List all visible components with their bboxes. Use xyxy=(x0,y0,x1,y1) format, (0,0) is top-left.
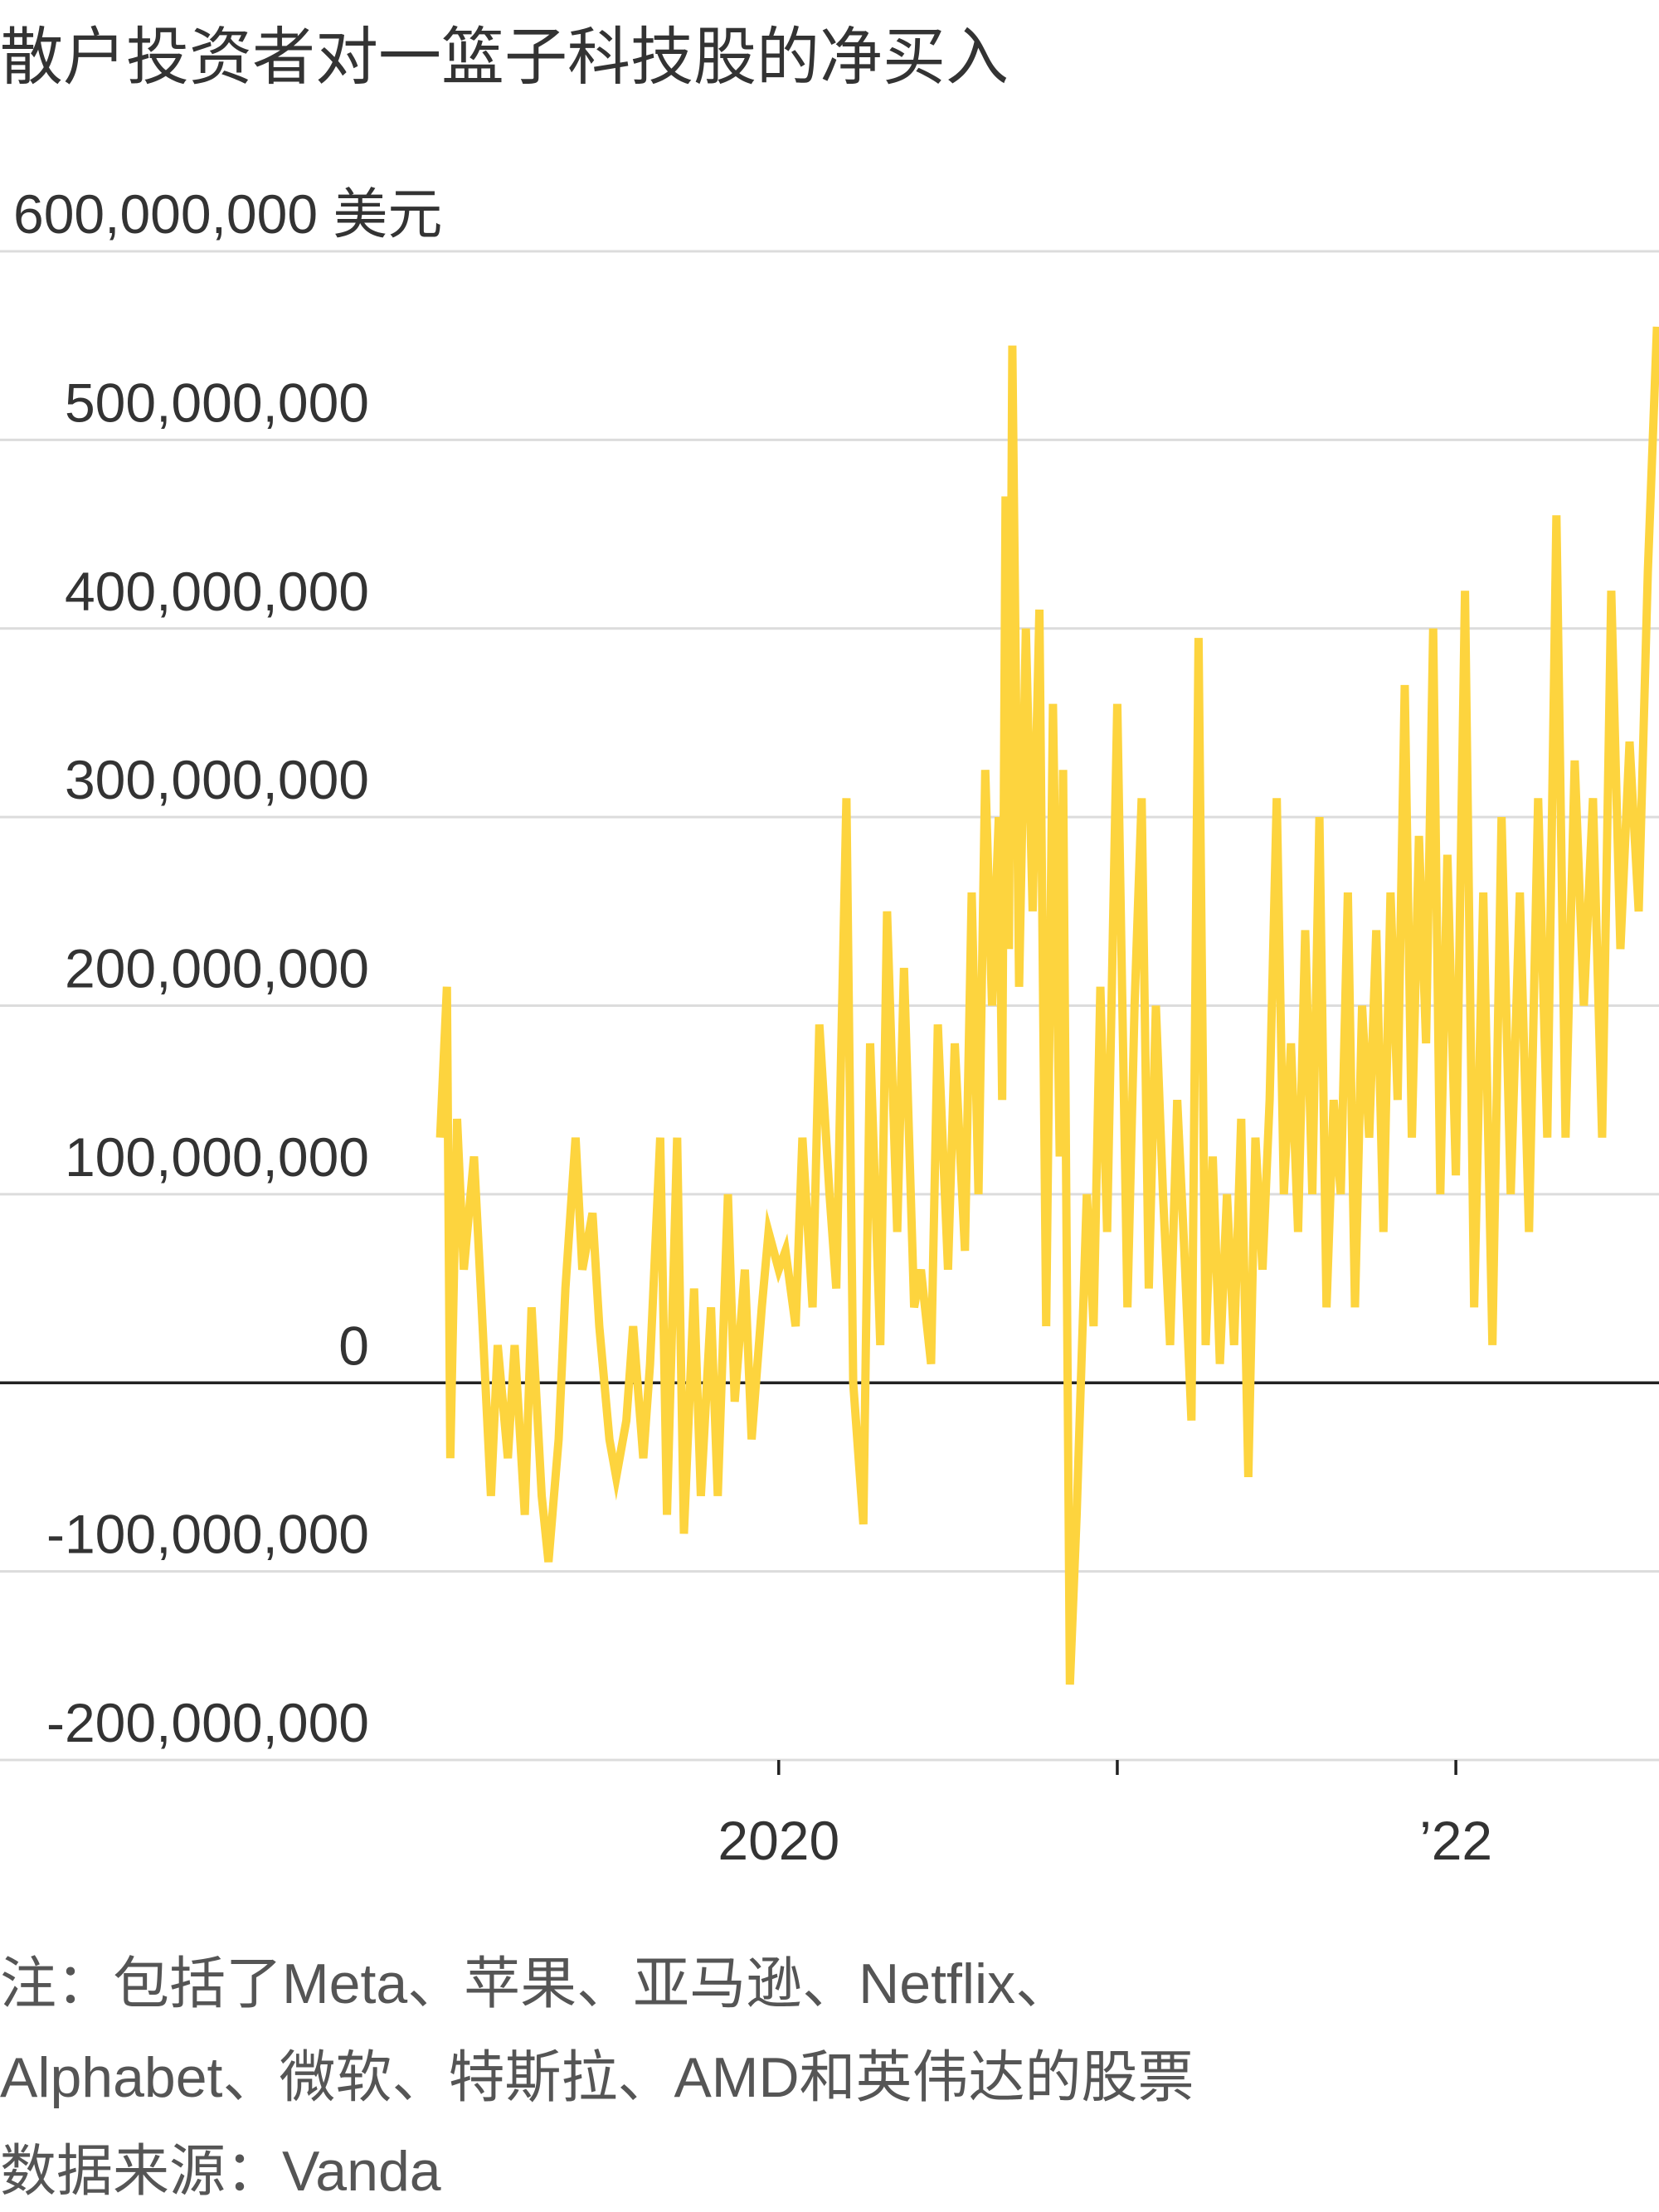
y-tick-label: 600,000,000 美元 xyxy=(13,183,442,245)
data-line xyxy=(435,326,1659,1685)
x-tick-label: ’22 xyxy=(1419,1810,1492,1871)
y-tick-label: -100,000,000 xyxy=(46,1504,369,1565)
y-tick-label: 300,000,000 xyxy=(65,749,369,810)
y-tick-label: 100,000,000 xyxy=(65,1126,369,1188)
y-tick-label: 400,000,000 xyxy=(65,561,369,622)
y-tick-label: 0 xyxy=(338,1315,369,1376)
x-tick-label: 2020 xyxy=(718,1810,839,1871)
y-tick-label: 200,000,000 xyxy=(65,938,369,999)
chart-title: 散户投资者对一篮子科技股的净买入 xyxy=(0,22,1009,93)
note-line: Alphabet、微软、特斯拉、AMD和英伟达的股票 xyxy=(0,2046,1194,2109)
source: 数据来源：Vanda xyxy=(0,2140,441,2203)
note-line: 注：包括了Meta、苹果、亚马逊、Netflix、 xyxy=(0,1952,1072,2015)
y-tick-label: -200,000,000 xyxy=(46,1692,369,1753)
y-tick-label: 500,000,000 xyxy=(65,372,369,433)
